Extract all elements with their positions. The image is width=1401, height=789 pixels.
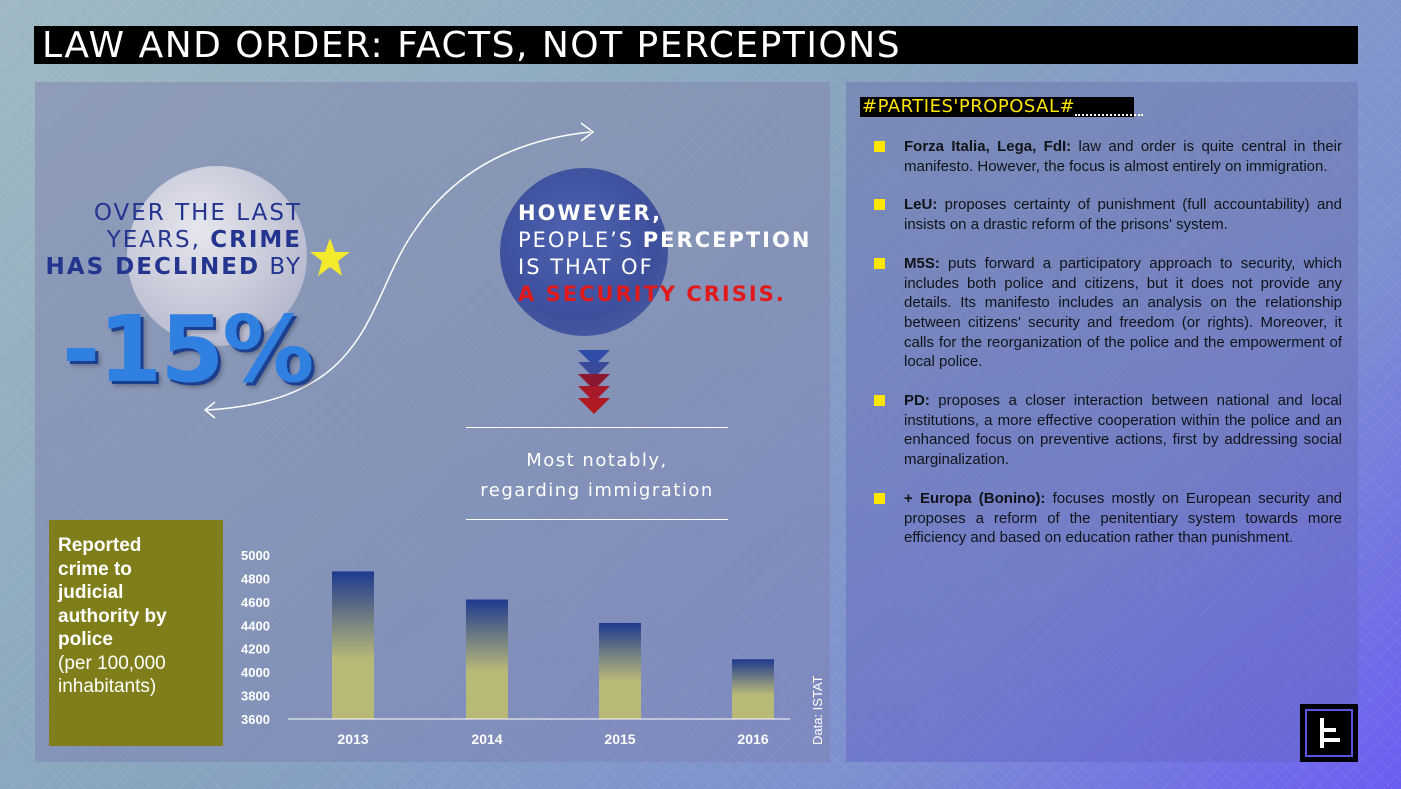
curved-arrow-icon	[203, 122, 595, 419]
decline-line2-pre: YEARS,	[106, 227, 211, 253]
party-name: M5S:	[904, 254, 940, 272]
party-name: LeU:	[904, 196, 938, 214]
data-source: Data: ISTAT	[810, 675, 825, 745]
divider-top	[466, 427, 728, 428]
caption-line1: Reported	[58, 535, 142, 556]
y-tick-label: 4200	[241, 642, 270, 657]
bullet-icon	[874, 141, 885, 152]
bar-2014	[466, 599, 508, 719]
party-text: M5S: puts forward a participatory approa…	[904, 254, 1342, 372]
decline-percentage: -15%	[62, 296, 314, 403]
y-tick-label: 4400	[241, 618, 270, 633]
x-tick-label: 2016	[737, 731, 768, 747]
party-name: PD:	[904, 392, 930, 410]
bullet-icon	[874, 395, 885, 407]
title-bar: LAW AND ORDER: FACTS, NOT PERCEPTIONS	[34, 25, 1358, 66]
bar-chart: 5000 4800 4600 4400 4200 4000 3800 3600 2013 201…	[241, 548, 790, 747]
party-item: + Europa (Bonino): focuses mostly on Eur…	[872, 489, 1342, 548]
party-item: LeU: proposes certainty of punishment (f…	[872, 195, 1342, 234]
party-text: LeU: proposes certainty of punishment (f…	[904, 195, 1342, 234]
decline-line3: HAS DECLINED BY	[40, 254, 302, 281]
party-item: PD: proposes a closer interaction betwee…	[872, 391, 1342, 470]
decline-line2: YEARS, CRIME	[40, 227, 302, 254]
x-tick-label: 2015	[604, 731, 635, 747]
caption-line2: crime to	[58, 558, 132, 580]
y-tick-label: 4600	[241, 595, 270, 610]
parties-heading: #PARTIES'PROPOSAL#	[860, 97, 1134, 117]
logo-icon	[1300, 704, 1358, 762]
notably-text: Most notably, regarding immigration	[466, 446, 728, 506]
y-tick-label: 4000	[241, 665, 270, 680]
perception-line2-bold: PERCEPTION	[642, 228, 812, 252]
however-text: HOWEVER,	[518, 201, 663, 225]
party-text: Forza Italia, Lega, FdI: law and order i…	[904, 137, 1342, 176]
perception-line2: PEOPLE’S PERCEPTION	[518, 227, 818, 254]
x-tick-label: 2013	[337, 731, 368, 747]
perception-statement: HOWEVER, PEOPLE’S PERCEPTION IS THAT OF …	[518, 200, 818, 308]
heading-dots	[1075, 110, 1143, 116]
perception-line4: A SECURITY CRISIS.	[518, 282, 786, 306]
right-panel	[846, 82, 1358, 762]
decline-line3-post: BY	[260, 254, 302, 280]
decline-line1: OVER THE LAST	[93, 200, 302, 226]
parties-list: Forza Italia, Lega, FdI: law and order i…	[872, 137, 1342, 567]
party-proposal: focuses mostly on European security and …	[904, 489, 1343, 547]
notably-line2: regarding immigration	[480, 480, 714, 501]
party-proposal: puts forward a participatory approach to…	[904, 254, 1342, 371]
perception-line2-pre: PEOPLE’S	[518, 228, 643, 252]
caption-line7: inhabitants)	[58, 676, 157, 697]
y-tick-label: 4800	[241, 571, 270, 586]
bullet-icon	[874, 257, 885, 269]
bar-2015	[599, 622, 641, 719]
party-text: + Europa (Bonino): focuses mostly on Eur…	[904, 489, 1342, 548]
bullet-icon	[874, 492, 885, 504]
party-item: Forza Italia, Lega, FdI: law and order i…	[872, 137, 1342, 176]
caption-line3: judicial	[58, 582, 124, 603]
party-proposal: proposes a closer interaction between na…	[904, 392, 1342, 469]
perception-however: HOWEVER,	[518, 200, 818, 227]
decorative-circle-right	[500, 168, 668, 336]
bar-2016	[732, 659, 774, 719]
decline-line2-bold: CRIME	[210, 227, 302, 253]
page-title: LAW AND ORDER: FACTS, NOT PERCEPTIONS	[42, 25, 902, 66]
caption-line5: police	[58, 629, 113, 650]
y-tick-label: 3600	[241, 712, 270, 727]
divider-bottom	[466, 519, 728, 520]
decline-line3-bold: HAS DECLINED	[45, 254, 261, 280]
y-tick-label: 3800	[241, 689, 270, 704]
decline-statement: OVER THE LAST YEARS, CRIME HAS DECLINED …	[40, 200, 302, 281]
party-proposal: law and order is quite central in their …	[904, 138, 1342, 175]
perception-line3: IS THAT OF	[518, 255, 654, 279]
chevron-down-icon	[578, 350, 610, 414]
notably-line1: Most notably,	[526, 450, 668, 471]
star-icon	[310, 238, 350, 276]
y-tick-label: 5000	[241, 548, 270, 563]
party-text: PD: proposes a closer interaction betwee…	[904, 391, 1342, 470]
party-proposal: proposes certainty of punishment (full a…	[904, 196, 1342, 234]
x-tick-label: 2014	[471, 731, 502, 747]
decorative-circle-left	[127, 166, 307, 346]
party-name: Forza Italia, Lega, FdI:	[904, 138, 1072, 155]
party-item: M5S: puts forward a participatory approa…	[872, 254, 1342, 372]
party-name: + Europa (Bonino):	[904, 489, 1046, 507]
bar-2013	[332, 571, 374, 719]
caption-line6: (per 100,000	[58, 652, 166, 674]
bullet-icon	[874, 199, 885, 211]
caption-line4: authority by	[58, 605, 167, 627]
chart-caption-box: Reported crime to judicial authority by …	[49, 520, 223, 746]
